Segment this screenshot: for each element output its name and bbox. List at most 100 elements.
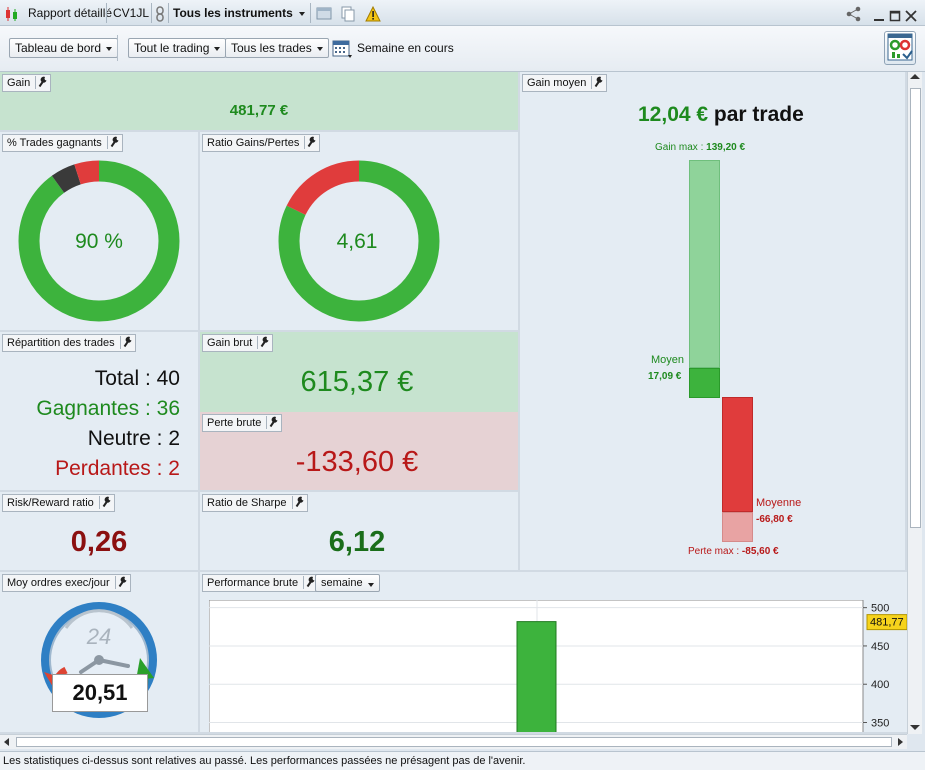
win-rate-value: 90 %	[75, 230, 123, 253]
wrench-icon[interactable]	[106, 136, 120, 149]
performance-period-dropdown[interactable]: semaine	[315, 574, 380, 592]
dashboard-settings-icon[interactable]	[884, 31, 916, 65]
distribution-title: Répartition des trades	[7, 337, 115, 349]
orders-title: Moy ordres exec/jour	[7, 577, 110, 589]
vertical-scroll-thumb[interactable]	[910, 88, 921, 528]
average-win-bar	[689, 368, 720, 398]
distribution-panel-title: Répartition des trades	[2, 334, 136, 352]
wrench-icon[interactable]	[114, 576, 128, 589]
minimize-icon[interactable]	[873, 6, 885, 21]
losing-trades: Perdantes : 2	[55, 457, 180, 480]
gain-loss-ratio-panel-title: Ratio Gains/Pertes	[202, 134, 321, 152]
trading-dropdown[interactable]: Tout le trading	[128, 38, 227, 58]
total-trades: Total : 40	[94, 367, 180, 390]
period-label[interactable]: Semaine en cours	[357, 41, 454, 55]
average-gain-panel-title: Gain moyen	[522, 74, 608, 92]
gain-loss-ratio-value: 4,61	[336, 230, 378, 253]
horizontal-scroll-thumb[interactable]	[16, 737, 892, 747]
instruments-dropdown[interactable]: Tous les instruments	[173, 0, 305, 26]
copy-icon[interactable]	[340, 5, 356, 22]
average-gain-headline: 12,04 € par trade	[638, 103, 804, 127]
gain-title: Gain	[7, 77, 31, 89]
performance-panel: Performance brute semaine 500 450 400 350 48…	[200, 572, 907, 734]
wrench-icon[interactable]	[35, 76, 48, 89]
wrench-icon[interactable]	[119, 336, 133, 349]
close-icon[interactable]	[905, 6, 917, 22]
wrench-icon[interactable]	[304, 136, 317, 149]
vertical-scrollbar[interactable]	[907, 72, 922, 734]
win-rate-panel: % Trades gagnants 90 %	[0, 132, 200, 332]
wrench-icon[interactable]	[266, 416, 279, 429]
average-win-label: Moyen	[651, 354, 685, 366]
distribution-list: Total : 40 Gagnantes : 36 Neutre : 2 Per…	[36, 364, 180, 484]
gross-gain-title: Gain brut	[207, 337, 253, 349]
gross-gain-value: 615,37 €	[300, 366, 414, 398]
sharpe-value: 6,12	[328, 526, 386, 558]
average-loss-label: Moyenne	[756, 497, 802, 509]
chevron-down-icon	[298, 12, 305, 16]
performance-panel-title: Performance brute	[202, 574, 320, 592]
wrench-icon[interactable]	[257, 336, 270, 349]
max-gain-bar	[689, 160, 720, 368]
gain-panel-title: Gain	[2, 74, 52, 92]
horizontal-scrollbar[interactable]	[0, 734, 907, 749]
loss-segment	[278, 160, 440, 322]
scroll-down-icon[interactable]	[910, 725, 920, 730]
performance-bar	[516, 621, 557, 732]
max-gain-value: 139,20 €	[706, 142, 746, 153]
win-rate-panel-title: % Trades gagnants	[2, 134, 123, 152]
toolbar: Tableau de bord Tout le trading Tous les…	[0, 26, 925, 72]
performance-chart: 500 450 400 350 481,77	[209, 600, 907, 732]
average-gain-value: 12,04 €	[638, 103, 709, 126]
wrench-icon[interactable]	[291, 496, 305, 509]
distribution-panel: Répartition des trades Total : 40 Gagnan…	[0, 332, 200, 492]
gross-loss-value: -133,60 €	[295, 446, 419, 478]
scroll-up-icon[interactable]	[910, 74, 920, 79]
link-icon[interactable]	[155, 5, 165, 22]
warning-icon[interactable]	[365, 5, 381, 22]
sharpe-title: Ratio de Sharpe	[207, 497, 287, 509]
gain-loss-ratio-panel: Ratio Gains/Pertes 4,61	[200, 132, 520, 332]
candlestick-icon	[4, 5, 20, 21]
y-tick-label: 350	[871, 718, 889, 730]
calendar-icon[interactable]	[332, 38, 352, 61]
gross-loss-panel-title: Perte brute	[202, 414, 283, 432]
sharpe-panel-title: Ratio de Sharpe	[202, 494, 308, 512]
gain-panel: Gain 481,77 €	[0, 72, 520, 132]
report-tab[interactable]: Rapport détaillé	[28, 6, 113, 20]
win-rate-donut	[18, 160, 180, 322]
scroll-right-icon[interactable]	[898, 738, 903, 746]
maximize-icon[interactable]	[889, 6, 901, 22]
average-loss-value: -66,80 €	[756, 514, 793, 525]
max-gain-label: Gain max : 139,20 €	[655, 142, 746, 153]
max-loss-label: Perte max : -85,60 €	[688, 546, 779, 557]
wrench-icon[interactable]	[98, 496, 112, 509]
neutral-trades: Neutre : 2	[87, 427, 180, 450]
toolbar-divider	[117, 35, 118, 61]
account-label[interactable]: CV1JL	[113, 6, 150, 20]
trades-dropdown[interactable]: Tous les trades	[225, 38, 329, 58]
winning-trades: Gagnantes : 36	[36, 397, 180, 420]
gross-gain-panel-title: Gain brut	[202, 334, 274, 352]
scroll-left-icon[interactable]	[4, 738, 9, 746]
win-rate-title: % Trades gagnants	[7, 137, 102, 149]
y-tick-label: 400	[871, 679, 889, 691]
gain-loss-ratio-title: Ratio Gains/Pertes	[207, 137, 300, 149]
clock-label: 24	[86, 624, 112, 649]
share-icon[interactable]	[846, 5, 864, 22]
orders-panel-title: Moy ordres exec/jour	[2, 574, 131, 592]
y-tick-label: 500	[871, 603, 889, 615]
average-loss-bar	[722, 397, 753, 512]
gain-loss-ratio-donut	[278, 160, 440, 322]
gross-loss-title: Perte brute	[207, 417, 262, 429]
wrench-icon[interactable]	[591, 76, 604, 89]
window-icon[interactable]	[316, 5, 332, 21]
last-value-badge	[866, 614, 907, 631]
dashboard-dropdown[interactable]: Tableau de bord	[9, 38, 119, 58]
average-gain-title: Gain moyen	[527, 77, 587, 89]
instruments-label: Tous les instruments	[173, 6, 293, 20]
status-bar: Les statistiques ci-dessus sont relative…	[0, 751, 925, 770]
sharpe-panel: Ratio de Sharpe 6,12	[200, 492, 520, 572]
wrench-icon[interactable]	[303, 576, 316, 589]
